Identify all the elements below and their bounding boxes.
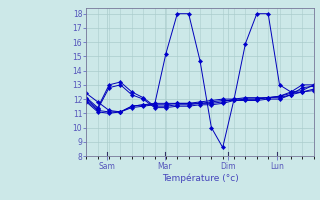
X-axis label: Température (°c): Température (°c): [162, 173, 238, 183]
